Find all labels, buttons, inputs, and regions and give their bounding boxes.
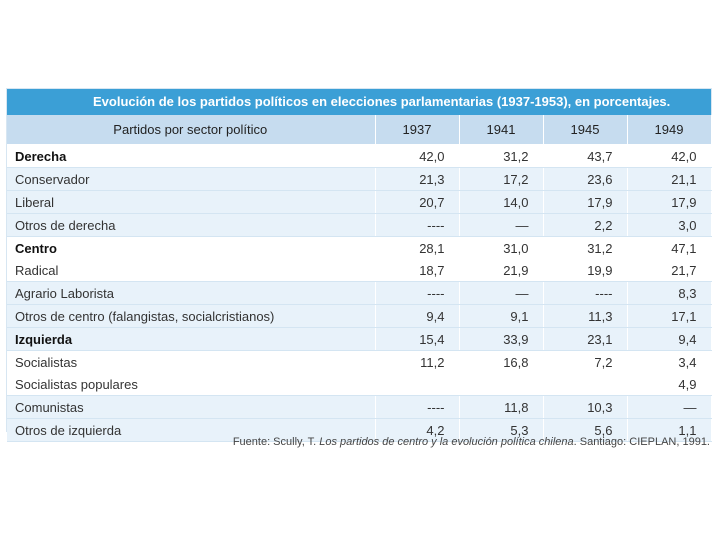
cell-value: ---- [375,213,460,237]
table-row: Otros de izquierda 4,2 5,3 5,6 1,1 [7,418,712,442]
cell-value: 31,0 [459,236,544,259]
row-label: Izquierda [7,327,376,351]
source-prefix: Fuente: Scully, T. [232,436,320,448]
cell-value: 11,8 [459,395,544,419]
cell-value [375,373,460,396]
row-label: Otros de centro (falangistas, socialcris… [7,304,376,328]
cell-value: 28,1 [375,236,460,259]
table-row: Radical 18,7 21,9 19,9 21,7 [7,259,712,282]
cell-value: 21,1 [627,167,712,191]
cell-value: 8,3 [627,281,712,305]
cell-value: ---- [375,281,460,305]
cell-value: 21,3 [375,167,460,191]
table-row: Agrario Laborista ---- — ---- 8,3 [7,281,712,305]
cell-value: 3,0 [627,213,712,237]
cell-value: 2,2 [543,213,628,237]
source-work-title: Los partidos de centro y la evolución po… [319,436,574,448]
cell-value: 43,7 [543,144,628,168]
header-year: 1941 [459,115,544,145]
cell-value: 23,1 [543,327,628,351]
cell-value: 9,4 [627,327,712,351]
cell-value: 5,3 [459,418,544,442]
row-label: Radical [7,259,376,282]
cell-value: 21,7 [627,259,712,282]
cell-value: 23,6 [543,167,628,191]
cell-value: 31,2 [543,236,628,259]
table-row: Socialistas populares 4,9 [7,373,712,396]
cell-value: 33,9 [459,327,544,351]
table-row: Socialistas 11,2 16,8 7,2 3,4 [7,350,712,373]
source-note: Fuente: Scully, T. Los partidos de centr… [233,436,710,448]
table-row-centro: Centro 28,1 31,0 31,2 47,1 [7,236,712,259]
cell-value: 11,3 [543,304,628,328]
table-row: Otros de derecha ---- — 2,2 3,0 [7,213,712,237]
row-label: Socialistas [7,350,376,373]
cell-value: 18,7 [375,259,460,282]
cell-value: 3,4 [627,350,712,373]
table-row: Comunistas ---- 11,8 10,3 — [7,395,712,419]
header-year: 1949 [627,115,712,145]
row-label: Socialistas populares [7,373,376,396]
header-year: 1937 [375,115,460,145]
cell-value: 4,9 [627,373,712,396]
row-label: Derecha [7,144,376,168]
cell-value: 5,6 [543,418,628,442]
cell-value: 31,2 [459,144,544,168]
table-row: Conservador 21,3 17,2 23,6 21,1 [7,167,712,191]
cell-value: ---- [543,281,628,305]
source-suffix: . Santiago: CIEPLAN, 1991. [573,436,710,448]
cell-value [543,373,628,396]
cell-value: 4,2 [375,418,460,442]
row-label: Otros de izquierda [7,418,376,442]
cell-value: 17,9 [627,190,712,214]
cell-value: 16,8 [459,350,544,373]
row-label: Conservador [7,167,376,191]
table-frame: Evolución de los partidos políticos en e… [6,88,712,442]
cell-value [459,373,544,396]
row-label: Liberal [7,190,376,214]
cell-value: 19,9 [543,259,628,282]
table-row: Liberal 20,7 14,0 17,9 17,9 [7,190,712,214]
cell-value: 1,1 [627,418,712,442]
cell-value: 7,2 [543,350,628,373]
row-label: Agrario Laborista [7,281,376,305]
cell-value: 10,3 [543,395,628,419]
cell-value: 9,1 [459,304,544,328]
cell-value: 21,9 [459,259,544,282]
cell-value: 42,0 [375,144,460,168]
cell-value: 17,1 [627,304,712,328]
cell-value: 42,0 [627,144,712,168]
header-row: Partidos por sector político 1937 1941 1… [7,115,712,145]
header-year: 1945 [543,115,628,145]
cell-value: 15,4 [375,327,460,351]
table-row-izquierda: Izquierda 15,4 33,9 23,1 9,4 [7,327,712,351]
cell-value: — [459,281,544,305]
cell-value: 17,9 [543,190,628,214]
cell-value: 17,2 [459,167,544,191]
cell-value: 11,2 [375,350,460,373]
cell-value: 20,7 [375,190,460,214]
row-label: Centro [7,236,376,259]
table-row-derecha: Derecha 42,0 31,2 43,7 42,0 [7,144,712,168]
cell-value: — [627,395,712,419]
election-table: Partidos por sector político 1937 1941 1… [7,115,712,442]
cell-value: ---- [375,395,460,419]
table-title: Evolución de los partidos políticos en e… [7,89,711,115]
table-row: Otros de centro (falangistas, socialcris… [7,304,712,328]
cell-value: 9,4 [375,304,460,328]
cell-value: 14,0 [459,190,544,214]
cell-value: 47,1 [627,236,712,259]
header-party: Partidos por sector político [7,115,376,145]
row-label: Otros de derecha [7,213,376,237]
cell-value: — [459,213,544,237]
row-label: Comunistas [7,395,376,419]
